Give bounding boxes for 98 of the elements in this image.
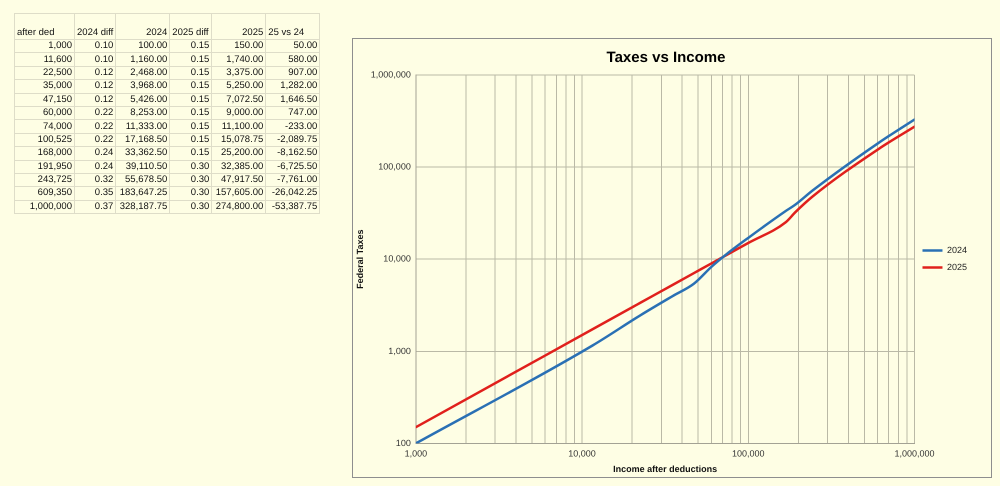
y-tick-label: 100: [396, 438, 411, 448]
text: 243,725: [14, 173, 74, 187]
text: 274,800.00: [212, 200, 266, 214]
text: 9,000.00: [212, 106, 266, 120]
text: 747.00: [266, 106, 320, 120]
text: 0.22: [74, 120, 116, 134]
text: 150.00: [212, 40, 266, 53]
text: 0.35: [74, 186, 116, 200]
text: 0.15: [170, 80, 212, 94]
text: 0.10: [74, 40, 116, 53]
text: 0.15: [170, 120, 212, 134]
text: 0.30: [170, 186, 212, 200]
x-tick-label: 100,000: [732, 448, 765, 458]
text: 2025 diff: [170, 14, 212, 40]
text: 0.15: [170, 146, 212, 160]
text: after ded: [14, 14, 74, 40]
text: 580.00: [266, 52, 320, 66]
text: -26,042.25: [266, 186, 320, 200]
text: 32,385.00: [212, 160, 266, 174]
text: 15,078.75: [212, 133, 266, 147]
text: 7,072.50: [212, 93, 266, 106]
text: 609,350: [14, 186, 74, 200]
text: 39,110.50: [116, 160, 170, 174]
text: 100.00: [116, 40, 170, 53]
chart-title: Taxes vs Income: [606, 49, 726, 66]
text: 55,678.50: [116, 173, 170, 187]
text: 0.15: [170, 93, 212, 106]
text: 0.15: [170, 66, 212, 80]
text: 0.15: [170, 133, 212, 147]
text: 5,426.00: [116, 93, 170, 106]
text: 907.00: [266, 66, 320, 80]
text: 0.30: [170, 200, 212, 214]
y-tick-label: 100,000: [378, 162, 411, 172]
text: 1,160.00: [116, 52, 170, 66]
x-tick-label: 10,000: [568, 448, 596, 458]
y-axis-title: Federal Taxes: [354, 230, 365, 289]
text: 0.12: [74, 66, 116, 80]
text: 47,150: [14, 93, 74, 106]
text: 33,362.50: [116, 146, 170, 160]
text: 100,525: [14, 133, 74, 147]
text: 25,200.00: [212, 146, 266, 160]
text: 1,000: [14, 40, 74, 53]
text: 60,000: [14, 106, 74, 120]
text: -7,761.00: [266, 173, 320, 187]
text: 0.30: [170, 160, 212, 174]
text: 2024: [116, 14, 170, 40]
text: 0.12: [74, 80, 116, 94]
y-tick-label: 10,000: [383, 254, 411, 264]
text: 2024 diff: [74, 14, 116, 40]
text: 2025: [212, 14, 266, 40]
x-tick-label: 1,000,000: [894, 448, 934, 458]
text: 328,187.75: [116, 200, 170, 214]
text: 0.24: [74, 160, 116, 174]
text: -6,725.50: [266, 160, 320, 174]
text: 0.30: [170, 173, 212, 187]
text: 74,000: [14, 120, 74, 134]
x-tick-label: 1,000: [404, 448, 428, 458]
text: 3,375.00: [212, 66, 266, 80]
text: 11,333.00: [116, 120, 170, 134]
text: 191,950: [14, 160, 74, 174]
text: 1,646.50: [266, 93, 320, 106]
text: 183,647.25: [116, 186, 170, 200]
text: 0.22: [74, 106, 116, 120]
text: 2,468.00: [116, 66, 170, 80]
text: 0.37: [74, 200, 116, 214]
text: 0.32: [74, 173, 116, 187]
text: -233.00: [266, 120, 320, 134]
text: 17,168.50: [116, 133, 170, 147]
text: 11,100.00: [212, 120, 266, 134]
text: 3,968.00: [116, 80, 170, 94]
text: 22,500: [14, 66, 74, 80]
text: 0.15: [170, 52, 212, 66]
text: 1,740.00: [212, 52, 266, 66]
text: 0.12: [74, 93, 116, 106]
text: 5,250.00: [212, 80, 266, 94]
text: 157,605.00: [212, 186, 266, 200]
text: 11,600: [14, 52, 74, 66]
text: -2,089.75: [266, 133, 320, 147]
y-tick-label: 1,000,000: [370, 69, 411, 80]
text: 0.10: [74, 52, 116, 66]
text: 1,000,000: [14, 200, 74, 214]
text: -53,387.75: [266, 200, 320, 214]
text: 47,917.50: [212, 173, 266, 187]
text: 0.22: [74, 133, 116, 147]
text: 50.00: [266, 40, 320, 53]
text: -8,162.50: [266, 146, 320, 160]
text: 8,253.00: [116, 106, 170, 120]
text: 35,000: [14, 80, 74, 94]
text: 168,000: [14, 146, 74, 160]
text: 0.15: [170, 106, 212, 120]
y-tick-label: 1,000: [388, 346, 411, 356]
legend-label: 2025: [946, 262, 968, 272]
text: 0.24: [74, 146, 116, 160]
legend-label: 2024: [946, 244, 968, 255]
text: 25 vs 24: [266, 14, 320, 40]
text: 1,282.00: [266, 80, 320, 94]
x-axis-title: Income after deductions: [613, 464, 718, 474]
text: 0.15: [170, 40, 212, 53]
